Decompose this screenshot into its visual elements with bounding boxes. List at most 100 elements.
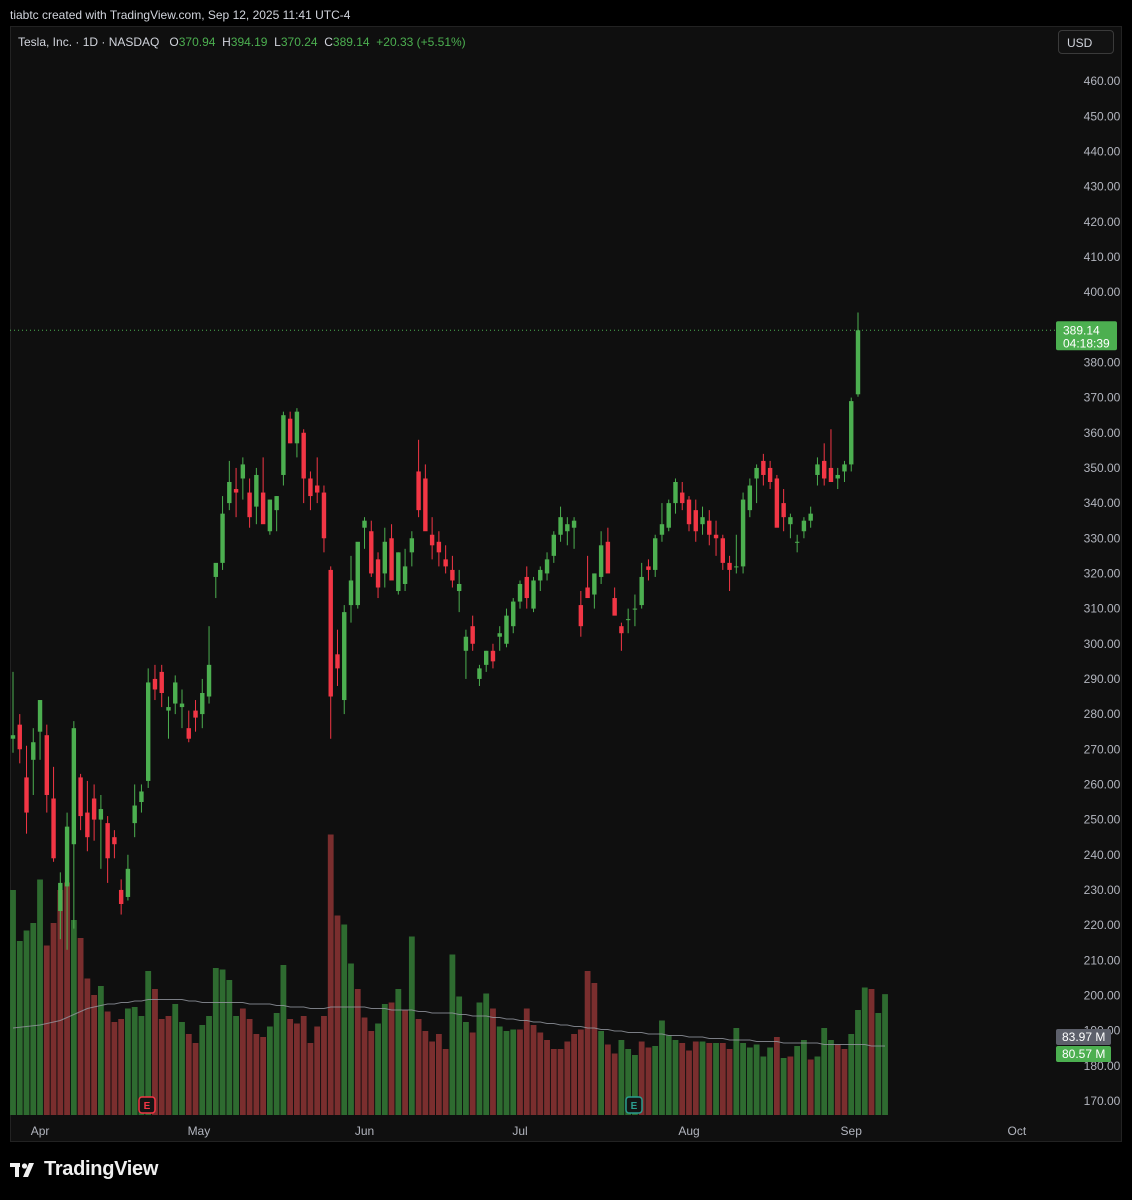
candle-body[interactable] xyxy=(267,499,273,532)
candle-body[interactable] xyxy=(294,411,300,444)
candle-body[interactable] xyxy=(585,587,590,599)
candle-body[interactable] xyxy=(713,534,719,539)
earnings-marker[interactable] xyxy=(138,1096,156,1114)
candle-body[interactable] xyxy=(456,583,462,592)
candle-body[interactable] xyxy=(139,791,144,803)
candle-body[interactable] xyxy=(287,418,293,444)
candle-body[interactable] xyxy=(321,492,327,539)
candle-body[interactable] xyxy=(375,559,381,588)
candle-body[interactable] xyxy=(369,531,374,574)
candle-body[interactable] xyxy=(227,482,232,504)
candle-body[interactable] xyxy=(822,460,827,479)
candle-body[interactable] xyxy=(31,742,36,760)
candle-body[interactable] xyxy=(409,538,415,553)
candle-body[interactable] xyxy=(193,710,198,718)
candle-body[interactable] xyxy=(849,401,854,465)
candle-body[interactable] xyxy=(247,492,252,518)
candle-body[interactable] xyxy=(673,482,678,504)
candle-body[interactable] xyxy=(402,566,408,584)
candle-body[interactable] xyxy=(842,464,847,472)
candle-body[interactable] xyxy=(37,700,43,732)
candle-body[interactable] xyxy=(788,517,793,525)
candle-body[interactable] xyxy=(761,460,766,475)
candle-body[interactable] xyxy=(51,798,56,859)
candle-body[interactable] xyxy=(727,562,732,570)
candle-body[interactable] xyxy=(551,534,556,556)
candle-body[interactable] xyxy=(254,474,259,507)
candle-body[interactable] xyxy=(382,541,387,574)
candle-body[interactable] xyxy=(98,809,104,820)
candle-body[interactable] xyxy=(328,569,333,697)
candle-body[interactable] xyxy=(85,812,90,838)
candle-body[interactable] xyxy=(64,826,70,887)
candle-body[interactable] xyxy=(429,534,435,546)
candle-body[interactable] xyxy=(260,492,266,525)
candle-body[interactable] xyxy=(511,601,516,627)
candle-body[interactable] xyxy=(335,654,340,669)
candle-body[interactable] xyxy=(612,598,617,616)
candle-body[interactable] xyxy=(315,485,320,493)
candle-body[interactable] xyxy=(605,541,611,574)
candle-body[interactable] xyxy=(490,650,496,662)
candle-body[interactable] xyxy=(159,671,164,693)
candle-body[interactable] xyxy=(348,580,354,606)
candle-body[interactable] xyxy=(389,538,394,581)
candle-body[interactable] xyxy=(781,503,786,518)
candle-body[interactable] xyxy=(558,517,563,535)
candle-body[interactable] xyxy=(463,636,469,651)
currency-button[interactable]: USD xyxy=(1058,30,1114,54)
chart-panel[interactable] xyxy=(10,26,1122,1142)
candle-body[interactable] xyxy=(220,513,225,563)
symbol-name[interactable]: Tesla, Inc. · 1D · NASDAQ xyxy=(18,35,160,49)
candle-body[interactable] xyxy=(801,520,807,532)
candle-body[interactable] xyxy=(396,552,401,592)
candle-body[interactable] xyxy=(44,735,49,795)
candle-body[interactable] xyxy=(659,524,665,535)
candle-body[interactable] xyxy=(497,633,502,637)
candle-body[interactable] xyxy=(125,868,131,897)
candle-body[interactable] xyxy=(342,612,347,701)
candle-body[interactable] xyxy=(200,693,205,715)
candle-body[interactable] xyxy=(477,668,482,679)
candle-body[interactable] xyxy=(71,728,77,845)
candle-body[interactable] xyxy=(132,805,137,824)
candle-body[interactable] xyxy=(436,541,442,553)
candle-body[interactable] xyxy=(24,777,29,813)
candle-body[interactable] xyxy=(767,467,773,482)
candle-body[interactable] xyxy=(213,562,218,577)
candle-body[interactable] xyxy=(720,538,725,563)
candle-body[interactable] xyxy=(734,566,739,568)
candle-body[interactable] xyxy=(10,735,16,739)
candle-body[interactable] xyxy=(666,503,671,528)
candle-body[interactable] xyxy=(78,777,83,817)
candle-body[interactable] xyxy=(578,605,584,627)
candle-body[interactable] xyxy=(815,464,820,475)
candle-body[interactable] xyxy=(112,837,117,845)
candle-body[interactable] xyxy=(700,517,705,525)
candle-body[interactable] xyxy=(179,703,185,708)
candle-body[interactable] xyxy=(233,489,239,493)
candle-body[interactable] xyxy=(686,499,692,525)
candle-body[interactable] xyxy=(470,626,475,644)
candle-body[interactable] xyxy=(646,566,651,570)
candle-body[interactable] xyxy=(592,573,597,595)
candle-body[interactable] xyxy=(166,707,171,711)
candle-body[interactable] xyxy=(855,330,861,395)
candle-body[interactable] xyxy=(754,467,759,479)
candle-body[interactable] xyxy=(240,464,246,479)
candle-body[interactable] xyxy=(517,583,523,602)
candle-body[interactable] xyxy=(281,415,286,475)
candle-body[interactable] xyxy=(450,569,455,581)
candle-body[interactable] xyxy=(531,580,536,609)
candle-body[interactable] xyxy=(693,510,698,532)
candle-body[interactable] xyxy=(653,538,658,570)
candle-body[interactable] xyxy=(118,889,124,904)
candle-body[interactable] xyxy=(774,478,780,528)
candle-body[interactable] xyxy=(544,559,550,574)
candle-body[interactable] xyxy=(707,520,712,535)
candle-body[interactable] xyxy=(362,520,367,528)
candle-body[interactable] xyxy=(504,615,509,644)
candle-body[interactable] xyxy=(105,823,110,859)
candle-body[interactable] xyxy=(524,576,529,599)
